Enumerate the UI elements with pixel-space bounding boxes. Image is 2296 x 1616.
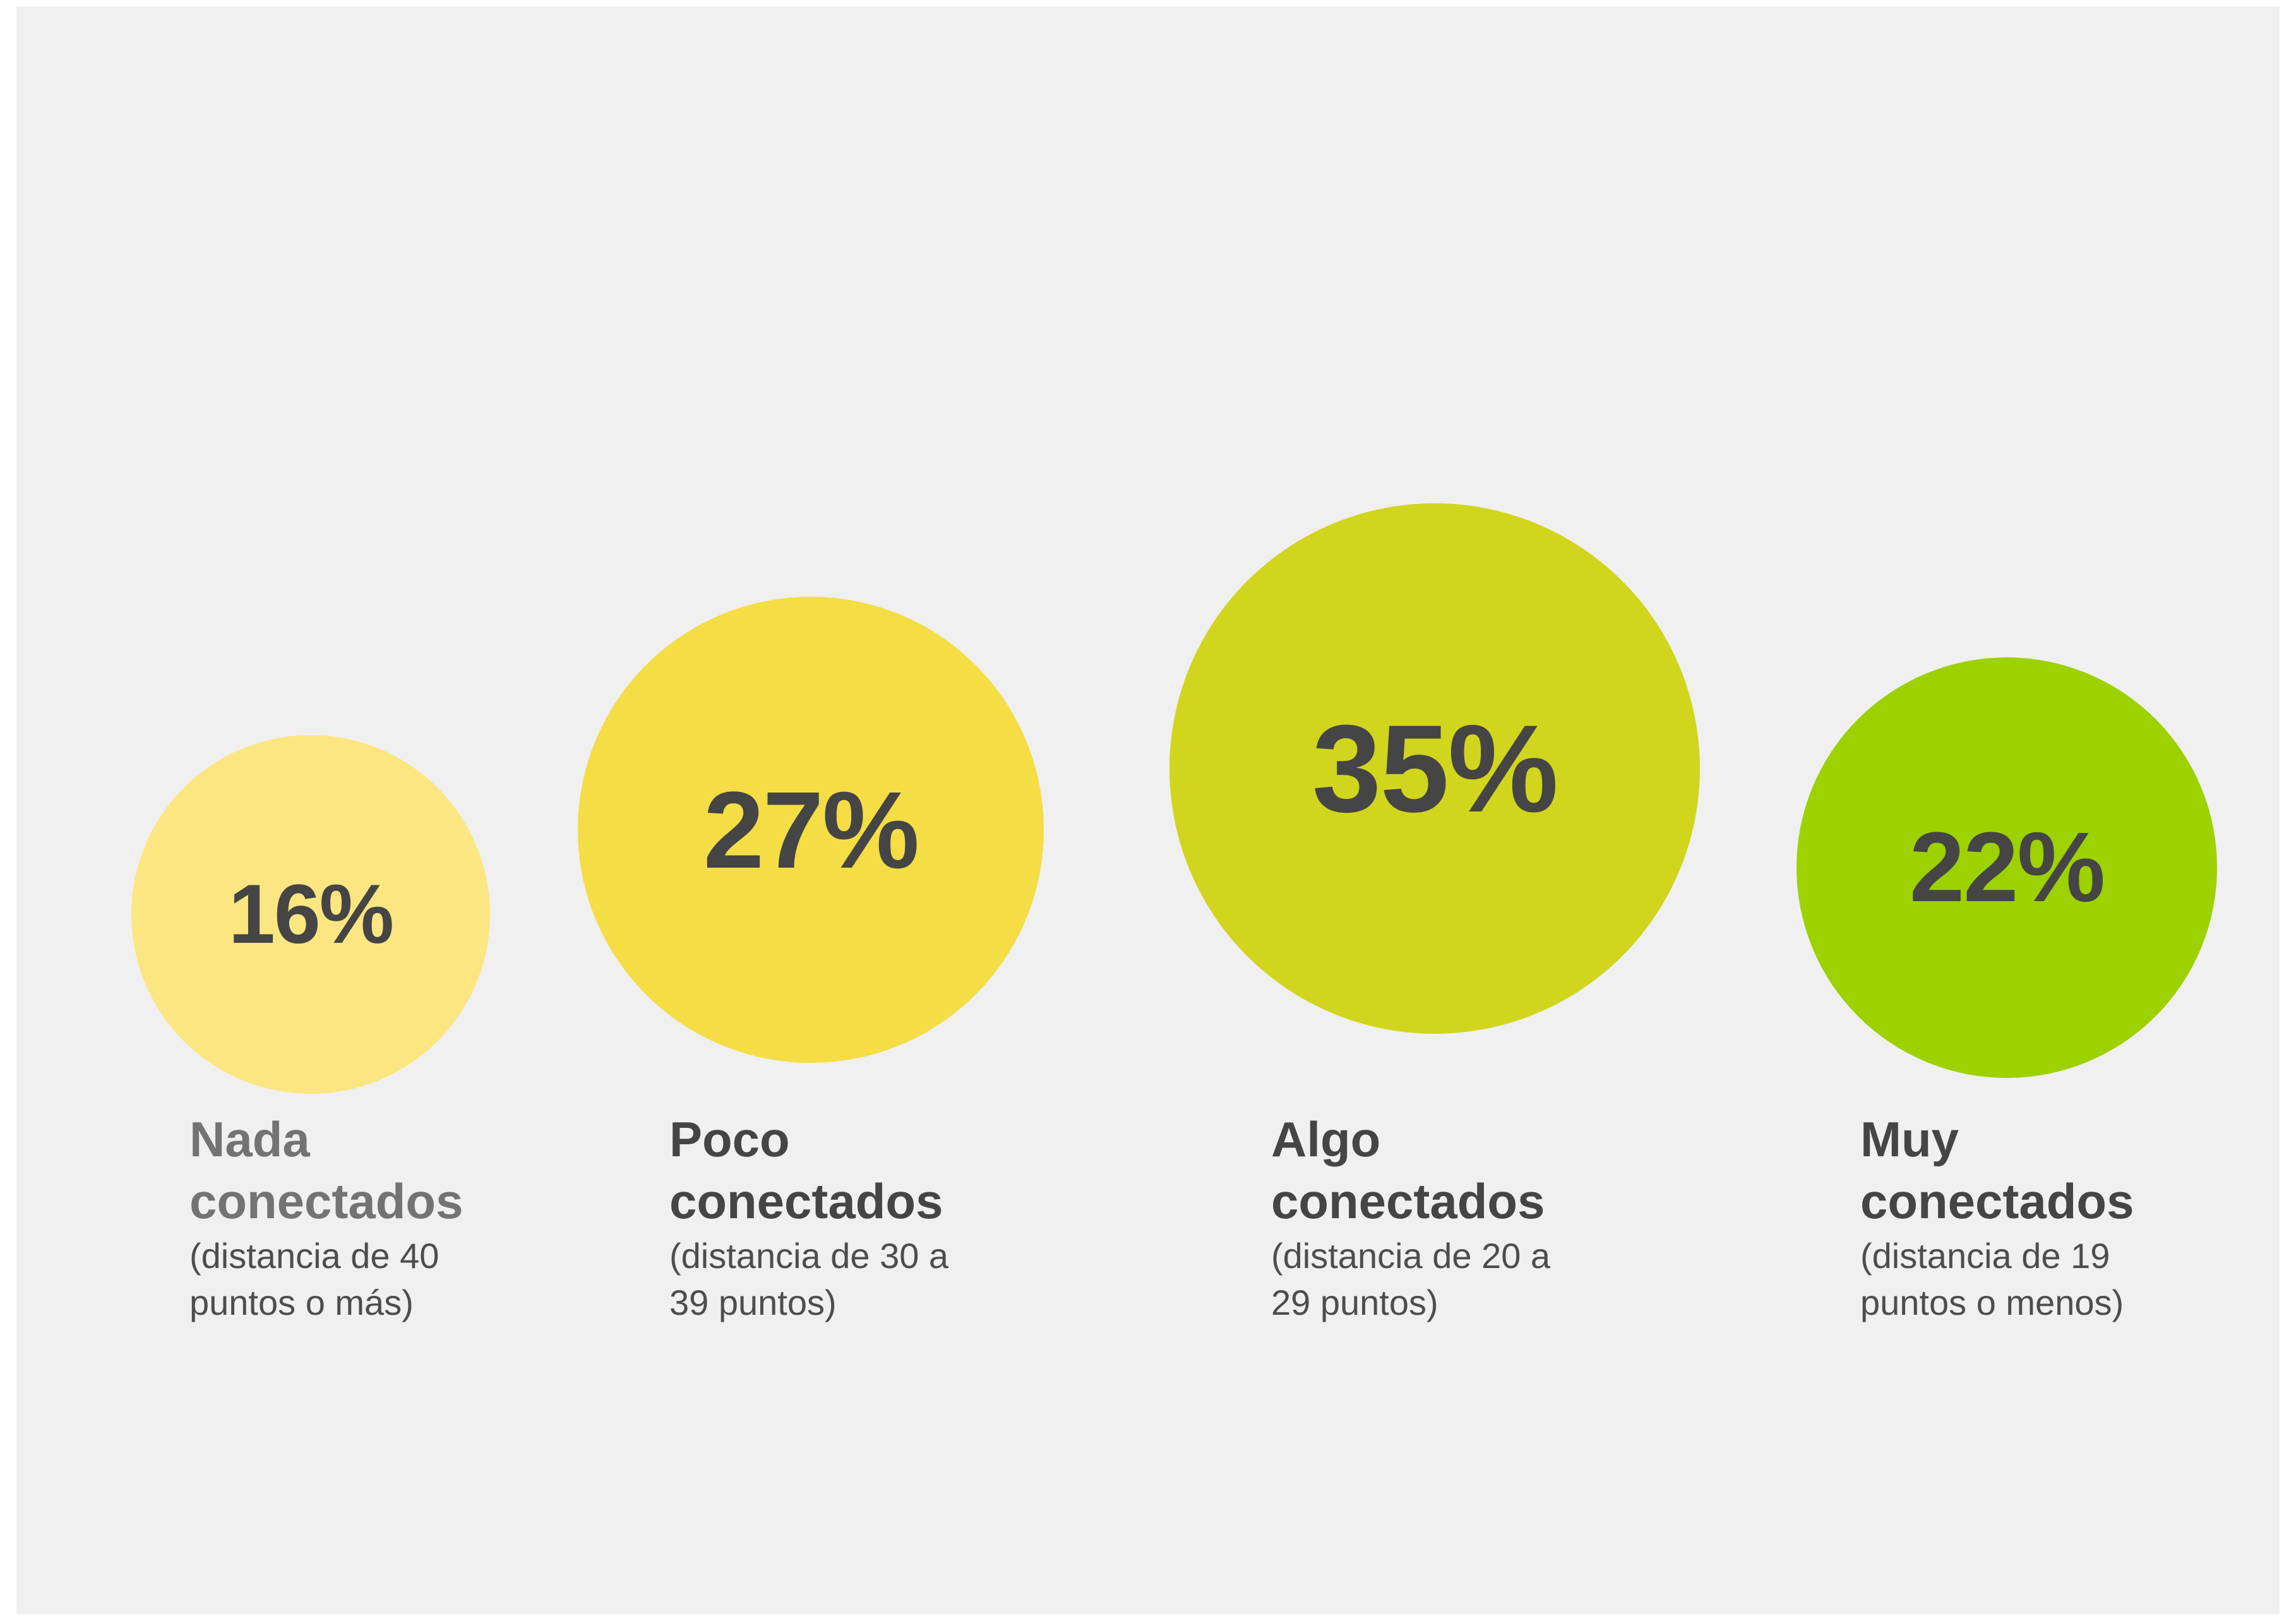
category-label-algo: Algo conectados (distancia de 20 a 29 pu… [1271, 1108, 1663, 1326]
category-desc-line2: 29 puntos) [1271, 1283, 1438, 1322]
category-desc-line2: 39 puntos) [669, 1283, 837, 1322]
bubble-value-nada: 16% [228, 867, 394, 961]
category-title-line2: conectados [1860, 1173, 2134, 1229]
category-label-poco: Poco conectados (distancia de 30 a 39 pu… [669, 1108, 1061, 1326]
category-label-nada: Nada conectados (distancia de 40 puntos … [189, 1108, 581, 1326]
bubble-value-muy: 22% [1909, 811, 2105, 923]
category-desc-line1: (distancia de 40 [189, 1236, 439, 1276]
category-desc-line1: (distancia de 19 [1860, 1236, 2110, 1276]
category-title-line2: conectados [189, 1173, 463, 1229]
category-title-line1: Nada [189, 1111, 310, 1167]
category-title-line1: Muy [1860, 1111, 1959, 1167]
bubble-nada-conectados: 16% [131, 735, 490, 1094]
chart-panel: 16% 27% 35% 22% Nada conectados (distanc… [16, 6, 2280, 1614]
category-desc-line2: puntos o más) [189, 1283, 414, 1322]
bubble-algo-conectados: 35% [1169, 503, 1700, 1034]
category-title-line1: Poco [669, 1111, 790, 1167]
category-title-line2: conectados [1271, 1173, 1545, 1229]
bubble-muy-conectados: 22% [1797, 657, 2217, 1078]
category-desc-line1: (distancia de 30 a [669, 1236, 949, 1276]
category-label-muy: Muy conectados (distancia de 19 puntos o… [1860, 1108, 2252, 1326]
category-desc-line2: puntos o menos) [1860, 1283, 2124, 1322]
bubble-poco-conectados: 27% [578, 597, 1044, 1063]
category-title-line2: conectados [669, 1173, 943, 1229]
bubble-value-poco: 27% [703, 768, 919, 891]
category-desc-line1: (distancia de 20 a [1271, 1236, 1551, 1276]
bubble-value-algo: 35% [1312, 699, 1558, 838]
category-title-line1: Algo [1271, 1111, 1381, 1167]
